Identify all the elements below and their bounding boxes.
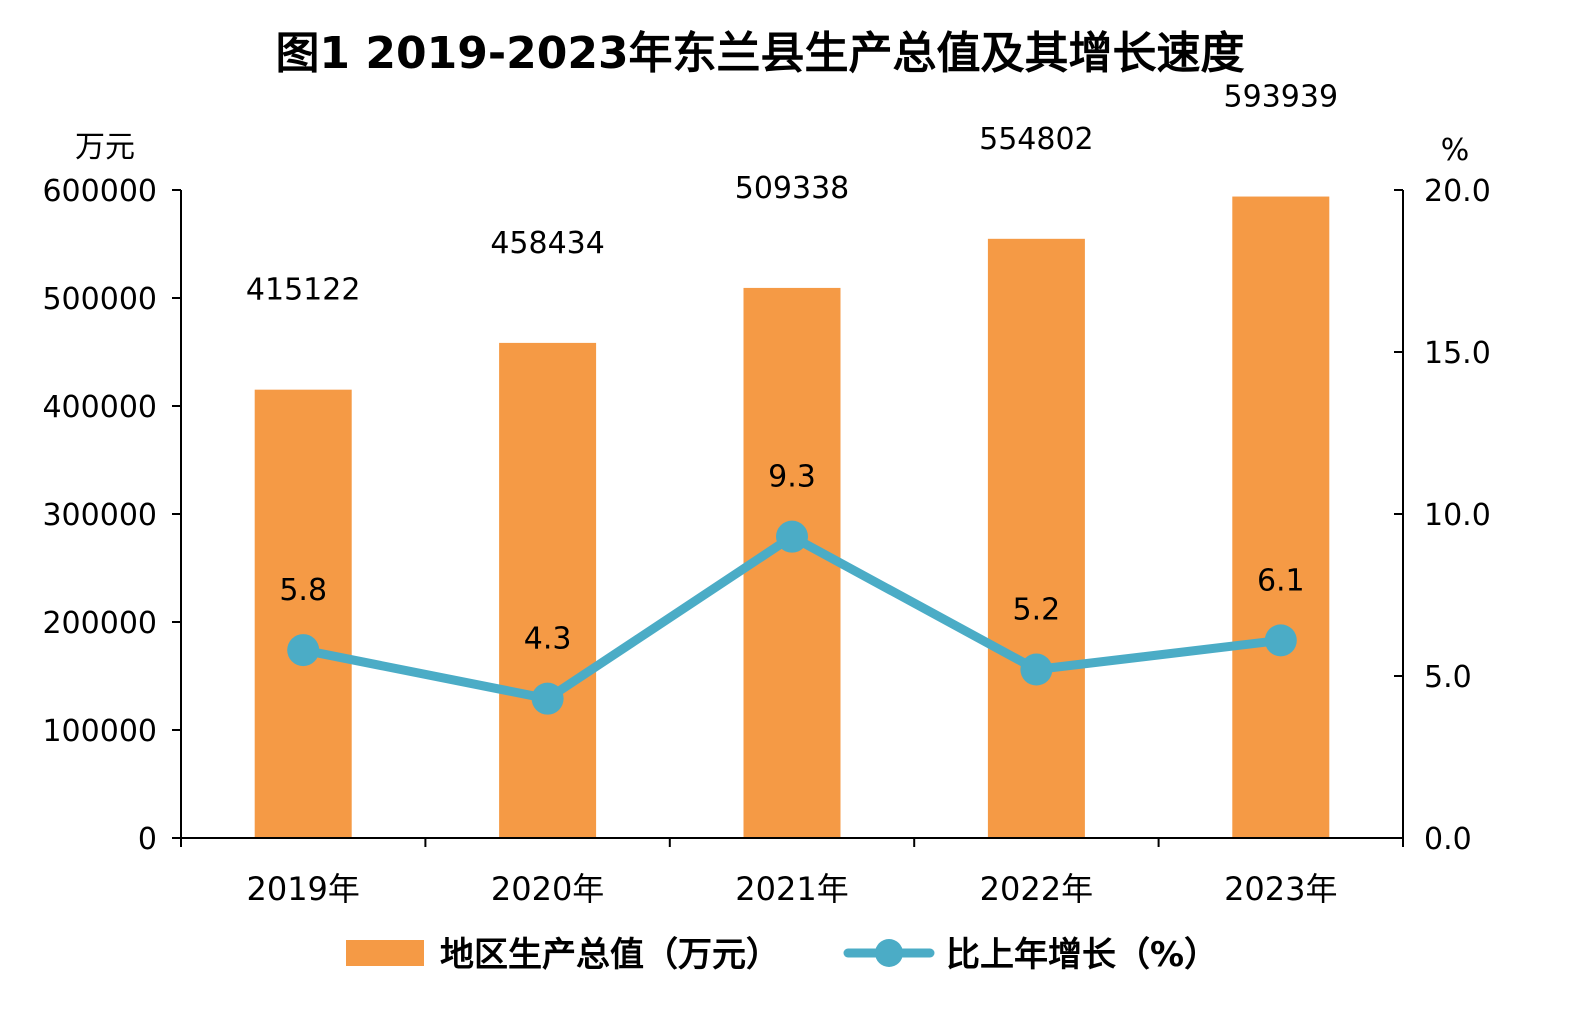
bar-value-label-0: 415122 [246,273,361,308]
right-tick-label-0: 0.0 [1424,822,1472,857]
right-tick-label-1: 5.0 [1424,660,1472,695]
bar-value-label-2: 509338 [735,171,850,206]
legend-bar-label: 地区生产总值（万元） [440,935,780,975]
legend: 地区生产总值（万元） 比上年增长（%） [346,935,1218,975]
growth-point-4 [1264,624,1297,657]
right-axis-unit: % [1441,133,1470,168]
left-axis-unit: 万元 [75,130,135,165]
legend-line-marker [875,939,903,967]
x-tick-label-3: 2022年 [980,870,1093,908]
x-tick-label-0: 2019年 [246,870,359,908]
bar-0 [254,389,352,838]
growth-value-label-2: 9.3 [768,460,816,495]
left-tick-label-5: 500000 [42,282,157,317]
growth-point-2 [776,520,808,553]
legend-line-label: 比上年增长（%） [946,935,1218,975]
x-tick-label-2: 2021年 [735,870,848,908]
growth-point-0 [287,634,320,667]
bar-value-label-3: 554802 [979,122,1094,157]
chart-title: 图1 2019-2023年东兰县生产总值及其增长速度 [275,28,1244,79]
x-tick-label-1: 2020年 [491,870,604,908]
bar-value-label-4: 593939 [1224,80,1339,115]
growth-value-label-4: 6.1 [1257,563,1305,598]
left-tick-label-3: 300000 [42,498,157,533]
growth-value-label-1: 4.3 [524,622,572,657]
left-tick-label-1: 100000 [42,714,157,749]
bar-4 [1232,196,1330,838]
x-tick-label-4: 2023年 [1224,870,1337,908]
bar-value-label-1: 458434 [490,226,605,261]
bar-3 [987,238,1085,838]
left-tick-label-0: 0 [138,822,157,857]
bar-1 [499,342,597,838]
left-tick-label-6: 600000 [42,174,157,209]
right-tick-label-4: 20.0 [1424,174,1491,209]
left-tick-label-2: 200000 [42,606,157,641]
growth-point-3 [1020,653,1053,686]
right-tick-label-2: 10.0 [1424,498,1491,533]
legend-bar-swatch [346,940,424,966]
left-tick-label-4: 400000 [42,390,157,425]
right-tick-label-3: 15.0 [1424,336,1491,371]
growth-value-label-3: 5.2 [1013,593,1061,628]
growth-point-1 [531,682,564,715]
growth-value-label-0: 5.8 [279,573,327,608]
